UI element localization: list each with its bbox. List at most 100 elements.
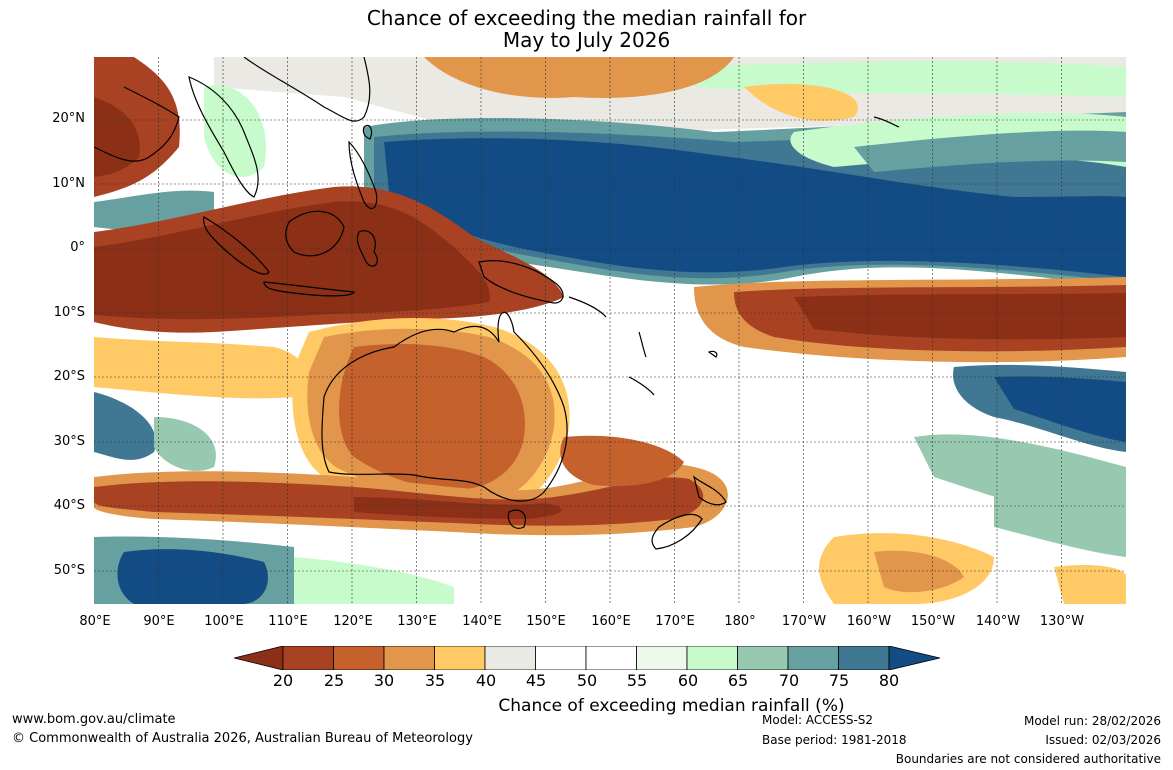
footer-model: Model: ACCESS-S2 [762,713,874,727]
region-io-green [154,417,216,471]
coastline-vanuatu [638,331,647,358]
legend-tick-20: 20 [272,671,294,690]
coastline-nz-south [651,513,703,550]
legend-tick-75: 75 [828,671,850,690]
coastline-india [94,86,180,162]
legend-swatch [535,646,587,670]
lat-label-20s: 20°S [53,369,85,384]
legend-tick-65: 65 [727,671,749,690]
region-io-blue [94,392,156,460]
legend-colorbar [234,646,940,670]
region-io-orange [94,337,308,399]
coastline-nz-north [692,475,727,506]
coastline-sulawesi [356,230,378,267]
coastline-australia [321,311,568,502]
legend-tick-25: 25 [323,671,345,690]
lat-label-20n: 20°N [52,111,85,126]
coastline-sumatra [203,216,270,275]
legend-tick-30: 30 [373,671,395,690]
lon-label-150w: 150°W [910,614,956,629]
legend-extend-low [234,646,284,670]
legend-swatch [282,646,334,670]
lon-label-170e: 170°E [655,614,695,629]
region-india-dry-core [94,97,140,177]
lon-label-180: 180° [724,614,756,629]
coastline-indochina [188,76,259,198]
coastlines [94,57,900,550]
lat-label-equator: 0° [70,240,85,255]
region-se-mix [994,487,1126,557]
chart-title-line1: Chance of exceeding the median rainfall … [366,6,807,30]
coastline-java [263,281,355,297]
legend-swatch [636,646,688,670]
legend-tick-55: 55 [626,671,648,690]
region-north-orange [424,57,734,98]
legend-tick-70: 70 [778,671,800,690]
lon-label-120e: 120°E [333,614,373,629]
legend-tick-45: 45 [525,671,547,690]
coastline-borneo [285,210,345,257]
lon-label-170w: 170°W [781,614,827,629]
legend-tick-80: 80 [878,671,900,690]
legend-swatch [333,646,385,670]
legend-swatch [838,646,890,670]
lon-label-140w: 140°W [975,614,1021,629]
coastline-china [243,57,371,122]
lat-label-10s: 10°S [53,305,85,320]
lon-label-140e: 140°E [462,614,502,629]
lon-label-160w: 160°W [846,614,892,629]
lat-label-10n: 10°N [52,176,85,191]
rainfall-probability-map [94,57,1126,604]
coastline-hawaii [873,116,900,128]
coastline-tasmania [507,509,526,529]
legend-tick-35: 35 [424,671,446,690]
region-north-orange2 [744,83,858,121]
lon-label-160e: 160°E [591,614,631,629]
legend-label: Chance of exceeding median rainfall (%) [498,696,845,716]
region-se-far [1054,565,1126,604]
coastline-taiwan [362,124,373,140]
region-southern-ocean-wet [117,549,268,604]
region-sp-dry-core [794,293,1126,340]
lat-label-30s: 30°S [53,434,85,449]
footer-issued: Issued: 02/03/2026 [1045,733,1161,747]
region-tasman-dry [560,435,684,487]
legend-swatch [686,646,738,670]
legend-tick-40: 40 [475,671,497,690]
coastline-solomons [568,296,607,318]
footer-model-run: Model run: 28/02/2026 [1023,714,1161,728]
legend-extend-high [888,646,940,670]
region-np-green-blue [854,130,1126,172]
lon-label-150e: 150°E [526,614,566,629]
region-australia-dry-core [339,344,525,490]
coastline-new-guinea [478,260,564,304]
lon-label-100e: 100°E [204,614,244,629]
footer-disclaimer: Boundaries are not considered authoritat… [895,752,1161,766]
region-south-dry-core [354,497,562,519]
region-np-wet-core [384,138,1126,277]
graticule [94,57,1126,604]
legend-tick-60: 60 [677,671,699,690]
region-south-green [294,557,454,604]
coastline-philippines [348,140,378,210]
chart-title-line2: May to July 2026 [502,28,671,52]
legend-swatch [585,646,637,670]
coastline-fiji [707,350,718,358]
footer-copyright: © Commonwealth of Australia 2026, Austra… [12,731,473,746]
lon-label-130w: 130°W [1039,614,1085,629]
coastline-new-caledonia [628,376,655,396]
footer-base-period: Base period: 1981-2018 [762,733,907,747]
legend-swatch [787,646,839,670]
region-mc-dry-core [94,201,490,320]
region-se-orange-dark [874,550,964,593]
legend-swatch [434,646,486,670]
region-seasia-green [204,85,266,177]
legend-tick-50: 50 [576,671,598,690]
lat-label-50s: 50°S [53,563,85,578]
lon-label-80e: 80°E [79,614,111,629]
lon-label-110e: 110°E [268,614,308,629]
legend-swatch [484,646,536,670]
footer-url: www.bom.gov.au/climate [12,712,176,727]
legend-swatch [737,646,789,670]
region-se-pacific-wet-core [994,376,1126,442]
